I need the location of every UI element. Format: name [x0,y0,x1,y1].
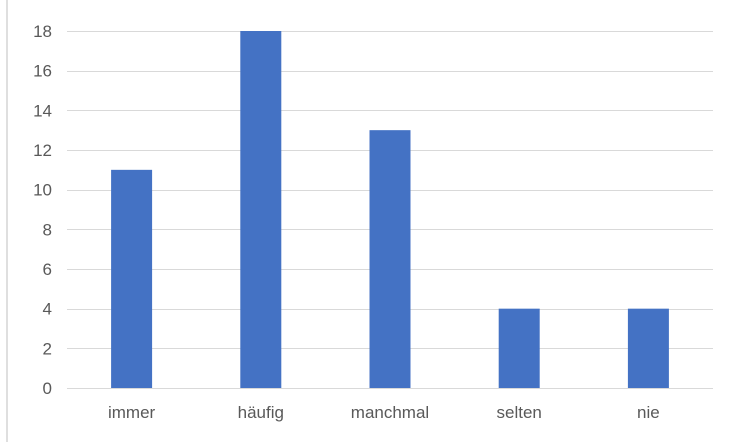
bar-häufig [240,31,282,388]
y-tick-label: 12 [33,141,52,160]
x-category-label: häufig [238,403,284,422]
y-tick-label: 0 [43,379,52,398]
y-tick-label: 6 [43,260,52,279]
y-tick-label: 14 [33,101,52,120]
bar-immer [111,169,153,388]
y-tick-label: 2 [43,339,52,358]
x-category-label: nie [637,403,660,422]
bar-manchmal [369,130,411,388]
bar-nie [627,308,669,388]
y-tick-label: 8 [43,220,52,239]
y-tick-label: 4 [43,300,52,319]
x-category-label: manchmal [351,403,429,422]
bars [111,31,669,388]
bar-selten [498,308,540,388]
y-tick-label: 18 [33,22,52,41]
x-category-label: selten [497,403,542,422]
y-tick-label: 16 [33,62,52,81]
y-axis-tick-labels: 0 2 4 6 8 10 12 14 16 18 [33,22,52,398]
y-tick-label: 10 [33,181,52,200]
x-axis-category-labels: immer häufig manchmal selten nie [108,403,660,422]
x-category-label: immer [108,403,156,422]
